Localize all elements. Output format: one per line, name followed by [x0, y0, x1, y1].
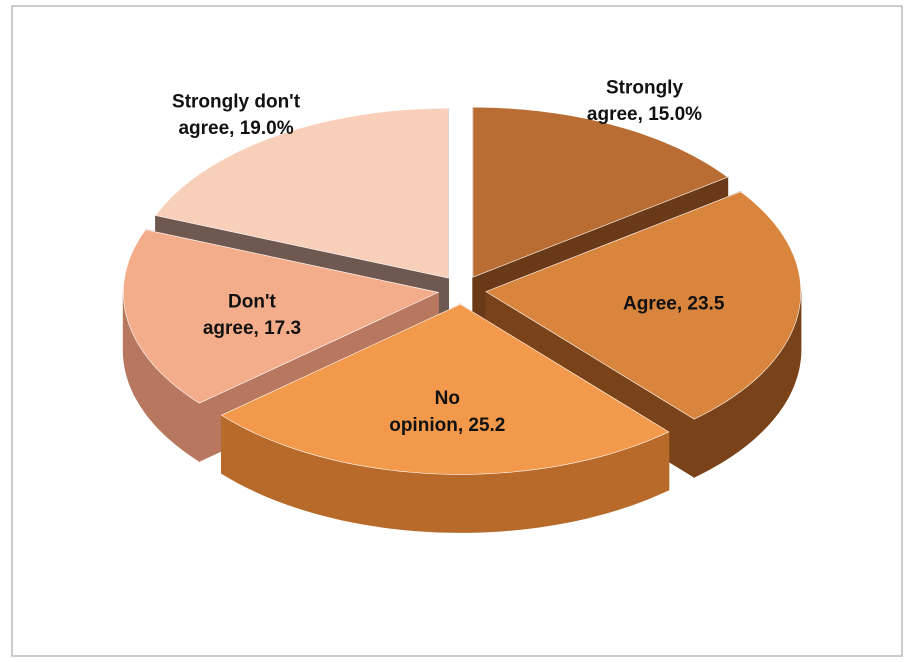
- label-category-line: Strongly: [606, 78, 683, 99]
- label-value: 15.0%: [648, 104, 702, 125]
- label-separator: ,: [254, 318, 265, 339]
- label-value: 25.2: [468, 415, 505, 436]
- label-line: agree, 17.3: [203, 318, 301, 339]
- slice-top: [472, 106, 729, 278]
- slice-top: [220, 304, 670, 475]
- pie: [122, 106, 802, 533]
- label-separator: ,: [229, 118, 240, 139]
- label-value: 17.3: [264, 318, 301, 339]
- labels: Strongly agree, 15.0% Agree, 23.5 No opinion…: [172, 78, 725, 436]
- label-separator: ,: [458, 415, 469, 436]
- slice-top: [155, 107, 449, 279]
- data-label: Strongly don't agree, 19.0%: [172, 91, 301, 139]
- label-category-rest: opinion: [389, 415, 458, 436]
- label-value: 23.5: [687, 293, 724, 314]
- data-label: No opinion, 25.2: [389, 388, 505, 436]
- label-category-rest: agree: [178, 118, 229, 139]
- slice-top: [485, 191, 802, 420]
- data-label: Agree, 23.5: [623, 293, 725, 314]
- slice: [220, 303, 670, 533]
- data-label: Don't agree, 17.3: [203, 291, 301, 339]
- label-category-line: Don't: [228, 291, 276, 312]
- label-category-rest: agree: [587, 104, 638, 125]
- label-value: 19.0%: [240, 118, 294, 139]
- label-separator: ,: [638, 104, 649, 125]
- label-category: Agree: [623, 293, 677, 314]
- label-line: agree, 19.0%: [178, 118, 293, 139]
- label-line: agree, 15.0%: [587, 104, 702, 125]
- label-separator: ,: [677, 293, 688, 314]
- label-category-line: No: [435, 388, 460, 409]
- data-label: Strongly agree, 15.0%: [587, 78, 702, 126]
- label-line: opinion, 25.2: [389, 415, 505, 436]
- label-category-line: Strongly don't: [172, 91, 301, 112]
- label-category-rest: agree: [203, 318, 254, 339]
- slice-top: [122, 229, 440, 404]
